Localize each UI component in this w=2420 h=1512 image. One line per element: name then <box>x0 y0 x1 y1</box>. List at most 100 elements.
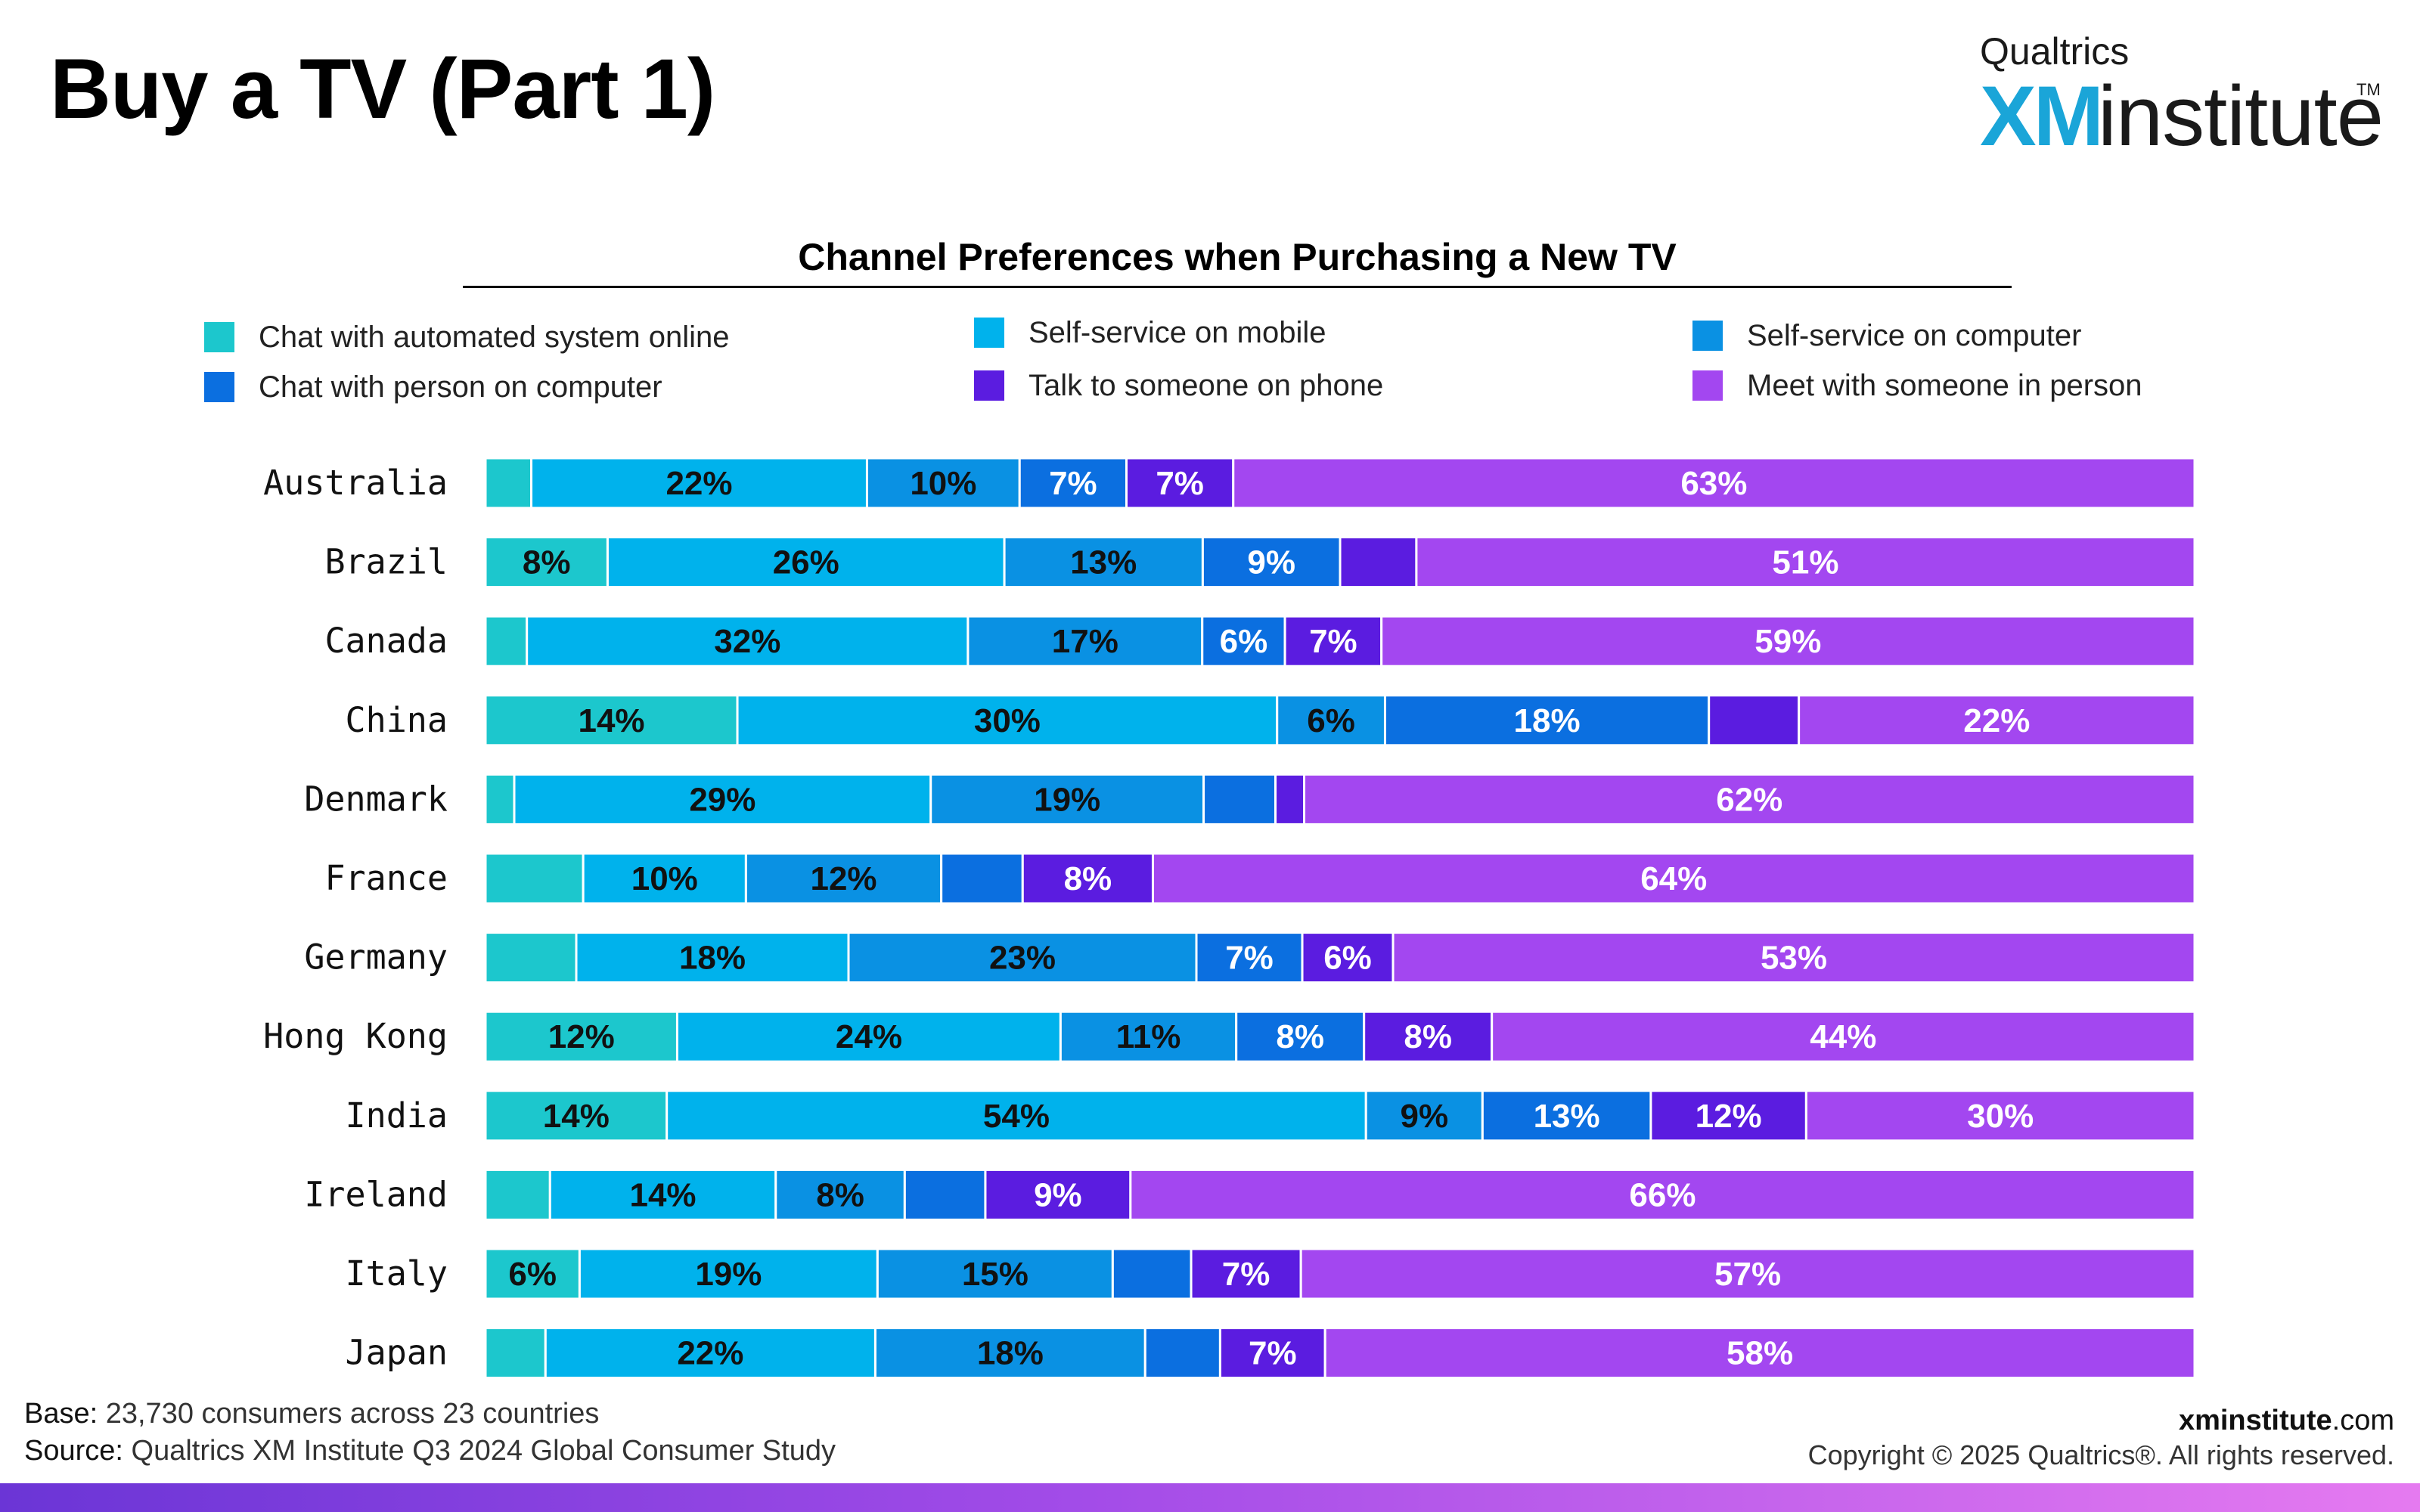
data-label: 9% <box>1247 544 1295 581</box>
site-suffix: .com <box>2332 1405 2394 1436</box>
category-label: Canada <box>324 621 448 661</box>
data-label: 10% <box>910 465 976 502</box>
data-label: 7% <box>1249 1335 1297 1372</box>
bar-segment <box>1649 1089 1807 1142</box>
bar-segment <box>1364 1089 1484 1142</box>
bar-segment <box>1380 615 2196 668</box>
bar-segment <box>484 694 739 747</box>
data-label: 53% <box>1761 940 1827 977</box>
bar-segment <box>847 931 1198 984</box>
logo-institute-text: institute <box>2098 69 2384 163</box>
legend-item-chat-automated: Chat with automated system online <box>204 319 730 355</box>
bar-segment <box>1299 1247 2196 1300</box>
data-label: 64% <box>1640 860 1707 897</box>
bar-segment <box>1804 1089 2196 1142</box>
bar-segment <box>1125 457 1235 510</box>
bar-segment <box>484 773 516 826</box>
legend-label: Talk to someone on phone <box>1028 368 1384 402</box>
data-label: 7% <box>1225 940 1274 977</box>
bar-segment <box>865 457 1021 510</box>
bar-segment <box>484 852 585 905</box>
bar-segment <box>984 1168 1132 1221</box>
data-label: 6% <box>1307 702 1355 739</box>
bar-segment <box>484 457 533 510</box>
bar-segment <box>1201 536 1342 589</box>
data-label: 32% <box>714 623 780 660</box>
site-link[interactable]: xminstitute.com <box>1808 1403 2394 1438</box>
legend-swatch <box>1692 370 1723 401</box>
legend-swatch <box>1692 321 1723 351</box>
bar-segment <box>1201 615 1286 668</box>
bar-segment <box>1202 773 1277 826</box>
legend-label: Chat with person on computer <box>259 370 662 404</box>
bar-segment <box>1151 852 2196 905</box>
data-label: 6% <box>1323 940 1372 977</box>
data-label: 29% <box>689 781 755 818</box>
category-label: Hong Kong <box>263 1016 448 1056</box>
bar-segment <box>1415 536 2196 589</box>
bar-segment <box>1339 536 1418 589</box>
data-label: 63% <box>1680 465 1747 502</box>
data-label: 22% <box>677 1335 743 1372</box>
data-label: 12% <box>548 1018 615 1055</box>
bar-segment <box>966 615 1204 668</box>
base-label: Base: <box>24 1398 98 1430</box>
data-label: 10% <box>631 860 698 897</box>
data-label: 23% <box>989 940 1056 977</box>
data-label: 15% <box>962 1256 1028 1293</box>
bar-segment <box>530 457 868 510</box>
copyright-text: Copyright © 2025 Qualtrics®. All rights … <box>1807 1439 2394 1470</box>
data-label: 12% <box>1696 1098 1762 1135</box>
bar-segment <box>1392 931 2196 984</box>
data-label: 54% <box>983 1098 1050 1135</box>
category-label: Brazil <box>324 542 448 582</box>
legend-label: Self-service on mobile <box>1028 315 1326 349</box>
data-label: 44% <box>1810 1018 1876 1055</box>
legend-item-self-service-mobile: Self-service on mobile <box>974 314 1326 351</box>
data-label: 13% <box>1070 544 1137 581</box>
data-label: 51% <box>1772 544 1838 581</box>
bar-segment <box>484 1168 551 1221</box>
data-label: 59% <box>1754 623 1821 660</box>
data-label: 14% <box>543 1098 610 1135</box>
category-label: Italy <box>346 1253 448 1294</box>
bar-segment <box>744 852 943 905</box>
bar-segment <box>1491 1010 2196 1063</box>
bar-segment <box>526 615 970 668</box>
bar-segment <box>1283 615 1383 668</box>
data-label: 24% <box>836 1018 902 1055</box>
data-label: 30% <box>974 702 1041 739</box>
data-label: 22% <box>1963 702 2030 739</box>
bar-segment <box>736 694 1279 747</box>
bar-segment <box>1323 1327 2196 1380</box>
source-label: Source: <box>24 1435 123 1467</box>
logo-trademark: TM <box>2356 80 2381 99</box>
data-label: 18% <box>977 1335 1044 1372</box>
data-label: 12% <box>810 860 876 897</box>
data-label: 8% <box>523 544 571 581</box>
bar-segment <box>1111 1247 1193 1300</box>
legend-label: Meet with someone in person <box>1747 368 2142 402</box>
data-label: 6% <box>508 1256 557 1293</box>
legend-label: Chat with automated system online <box>259 320 730 354</box>
bar-segment <box>606 536 1006 589</box>
bar-segment <box>548 1168 777 1221</box>
data-label: 13% <box>1534 1098 1600 1135</box>
bar-segment <box>1195 931 1304 984</box>
bar-segment <box>1363 1010 1494 1063</box>
data-label: 22% <box>666 465 732 502</box>
category-label: Japan <box>346 1333 448 1373</box>
bar-segment <box>484 1327 547 1380</box>
bottom-gradient-band <box>0 1483 2420 1512</box>
bar-segment <box>484 536 609 589</box>
data-label: 62% <box>1716 781 1782 818</box>
logo-qualtrics-text: Qualtrics <box>1980 30 2130 73</box>
xm-institute-logo: Qualtrics XM institute TM <box>1980 29 2384 163</box>
bar-segment <box>876 1247 1114 1300</box>
bar-segment <box>1303 773 2196 826</box>
data-label: 9% <box>1400 1098 1448 1135</box>
bar-segment <box>675 1010 1062 1063</box>
data-label: 19% <box>1034 781 1100 818</box>
data-label: 6% <box>1220 623 1268 660</box>
